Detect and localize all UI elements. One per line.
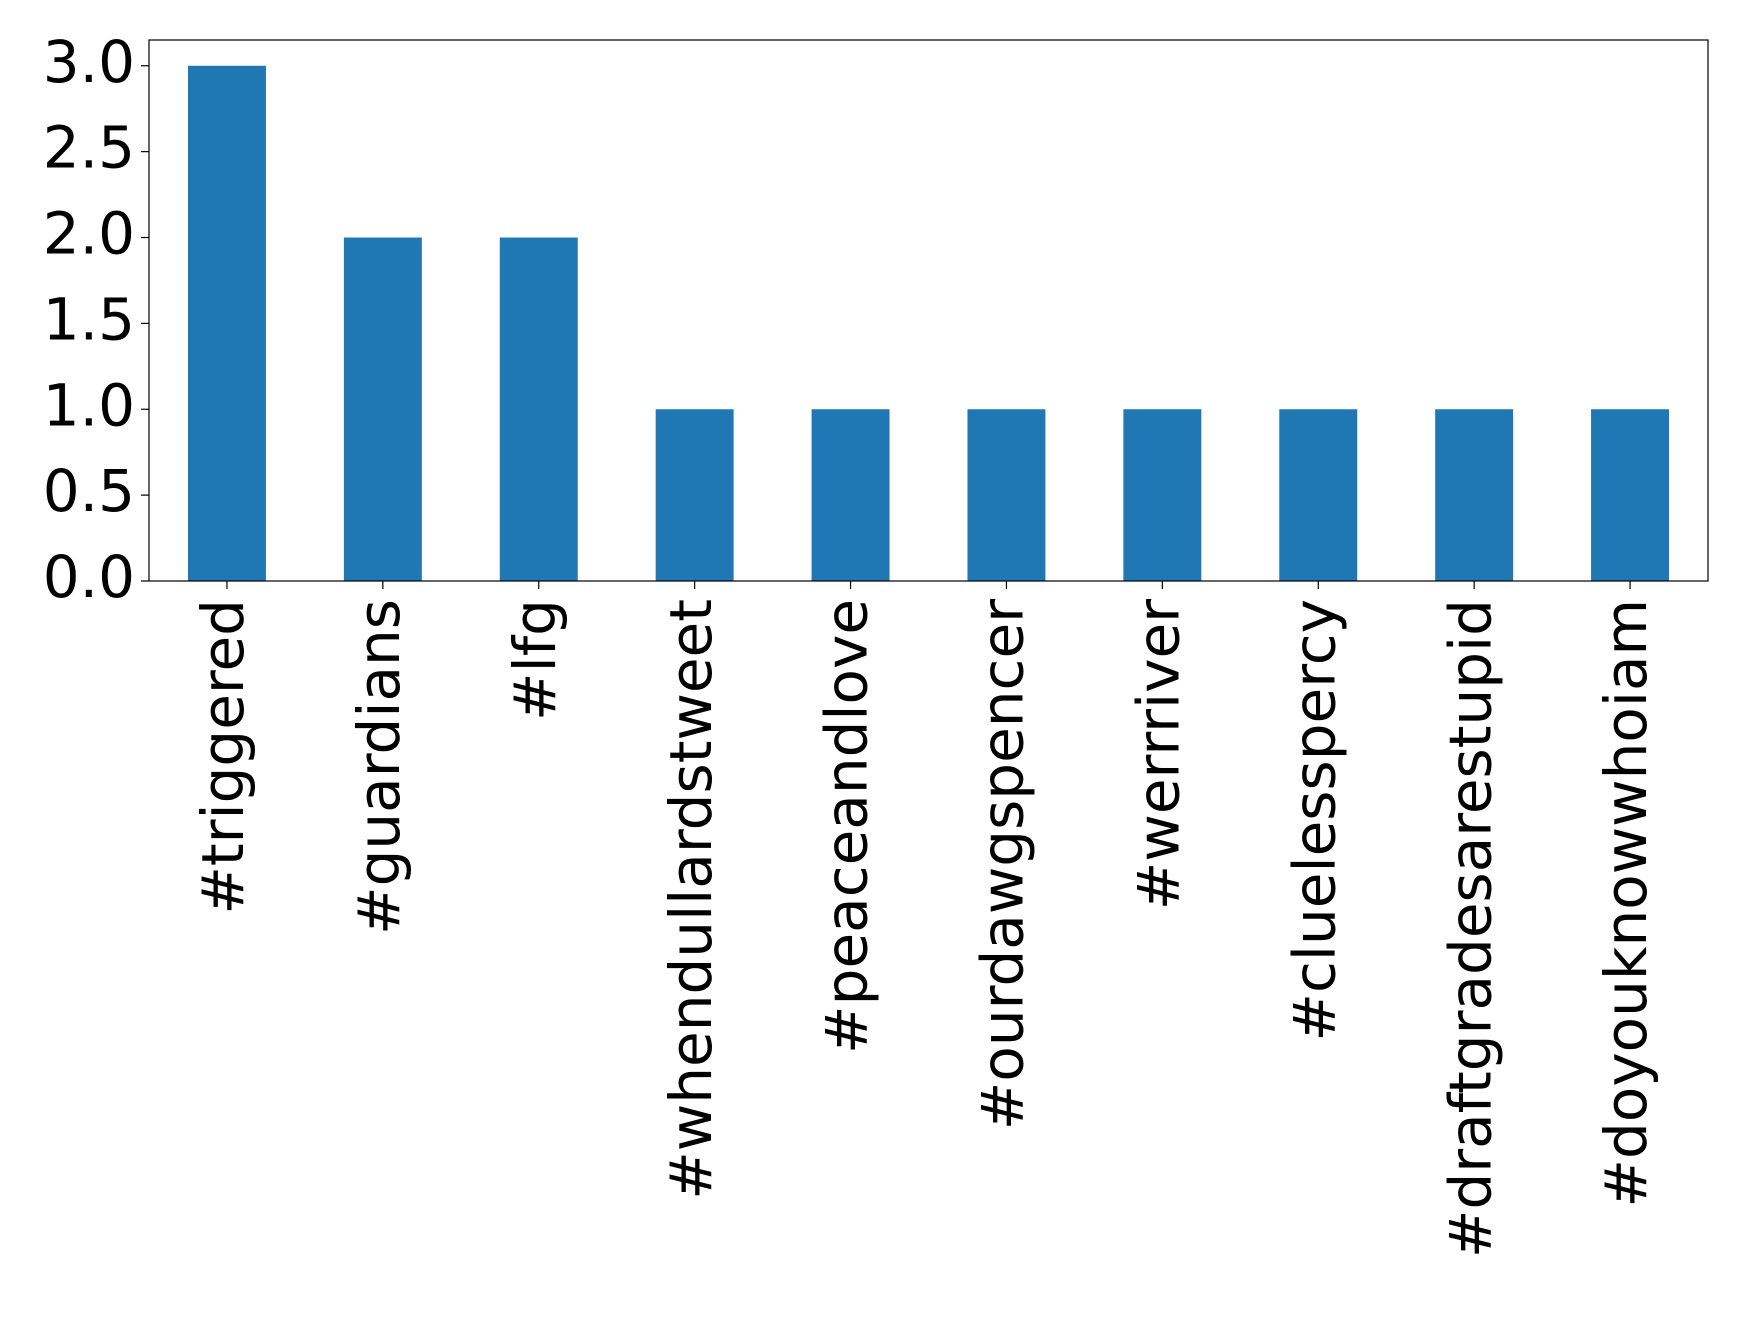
bar <box>967 409 1046 581</box>
x-tick-label: #guardians <box>345 599 413 935</box>
y-tick-label: 0.5 <box>43 457 135 525</box>
y-tick-label: 2.5 <box>43 114 135 182</box>
x-tick-label: #cluelesspercy <box>1280 599 1348 1042</box>
bar <box>343 237 422 581</box>
bar <box>1123 409 1202 581</box>
bar <box>811 409 890 581</box>
y-tick-label: 0.0 <box>43 543 135 611</box>
x-tick-label: #ourdawgspencer <box>969 599 1037 1130</box>
x-tick-label: #peaceandlove <box>813 599 881 1054</box>
y-tick-label: 2.0 <box>43 200 135 268</box>
bar <box>187 65 266 581</box>
y-tick-label: 1.5 <box>43 285 135 353</box>
bar <box>1279 409 1358 581</box>
bar <box>1591 409 1670 581</box>
bar <box>655 409 734 581</box>
x-tick-label: #werrriver <box>1124 599 1192 910</box>
x-tick-label: #whendullardstweet <box>657 599 725 1200</box>
y-tick-label: 1.0 <box>43 371 135 439</box>
bar <box>1435 409 1514 581</box>
x-tick-label: #draftgradesarestupid <box>1436 599 1504 1258</box>
x-tick-label: #doyouknowwhoiam <box>1592 599 1660 1208</box>
bar <box>499 237 578 581</box>
y-tick-label: 3.0 <box>43 28 135 96</box>
x-tick-label: #lfg <box>501 599 569 721</box>
plot-frame <box>148 39 1709 582</box>
x-tick-label: #triggered <box>189 599 257 915</box>
